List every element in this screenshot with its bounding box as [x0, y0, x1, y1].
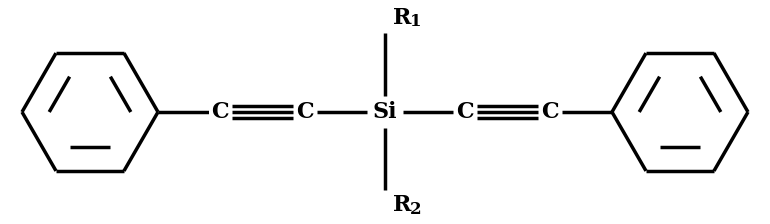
Text: R: R [393, 194, 411, 216]
Text: C: C [296, 101, 314, 123]
Text: 2: 2 [410, 200, 422, 218]
Text: C: C [211, 101, 229, 123]
Text: 1: 1 [410, 13, 421, 30]
Text: R: R [393, 7, 411, 29]
Text: C: C [541, 101, 559, 123]
Text: Si: Si [373, 101, 397, 123]
Text: C: C [456, 101, 474, 123]
